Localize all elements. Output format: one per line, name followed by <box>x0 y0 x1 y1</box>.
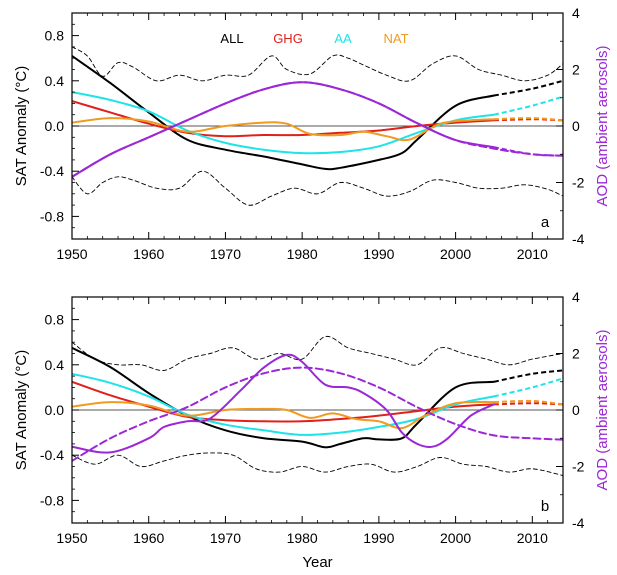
series-extension-aa <box>493 95 563 116</box>
plot-area <box>72 46 563 206</box>
series-line-ghg <box>72 380 495 423</box>
x-tick-label: 1980 <box>287 530 318 546</box>
series-line-aod <box>72 353 495 454</box>
y-tick-label: 0.4 <box>45 73 65 89</box>
x-tick-label: 1990 <box>363 530 394 546</box>
y-axis-title: SAT Anomaly (°C) <box>13 66 30 186</box>
series-line-lower-bound <box>72 452 563 476</box>
x-tick-label: 1970 <box>210 246 241 262</box>
series-extension-all <box>493 369 563 383</box>
plot-area <box>72 335 563 476</box>
series-extension-nat <box>493 399 563 406</box>
series-line-nat <box>72 400 495 430</box>
series-line-nat <box>72 117 495 142</box>
y-tick-label: 0.0 <box>45 402 65 418</box>
series-line-aod-dashed- <box>72 366 563 462</box>
y2-tick-label: -4 <box>572 231 585 247</box>
series-extension-ghg <box>493 118 563 122</box>
x-tick-label: 1960 <box>133 246 164 262</box>
series-line-aa <box>72 91 495 155</box>
series-extension-nat <box>493 117 563 122</box>
y-tick-label: -0.8 <box>40 208 64 224</box>
y2-tick-label: 4 <box>572 289 580 305</box>
x-tick-label: 2010 <box>517 530 548 546</box>
y2-tick-label: 2 <box>572 346 580 362</box>
y2-tick-label: 4 <box>572 5 580 21</box>
x-tick-label: 1950 <box>56 246 87 262</box>
y-tick-label: 0.0 <box>45 118 65 134</box>
series-extension-ghg <box>493 402 563 406</box>
series-line-all <box>72 346 495 449</box>
legend-entry: ALL <box>220 31 243 46</box>
x-tick-label: 1950 <box>56 530 87 546</box>
series-extension-aa <box>493 377 563 398</box>
y-tick-label: 0.8 <box>45 312 65 328</box>
y-tick-label: -0.8 <box>40 492 64 508</box>
series-line-lower-bound <box>72 170 563 206</box>
y2-tick-label: -4 <box>572 515 585 531</box>
chart-panel-b: 1950 1960 1970 1980 1990 2000 2010 -0.8 -0.4 0.0 0… <box>13 289 611 571</box>
series-line-upper-bound <box>72 335 563 371</box>
x-axis-title: Year <box>302 554 332 571</box>
y-axis-title: SAT Anomaly (°C) <box>13 350 30 470</box>
x-tick-label: 1980 <box>287 246 318 262</box>
x-tick-label: 2000 <box>440 530 471 546</box>
panel-label: a <box>541 214 550 231</box>
y2-tick-label: 0 <box>572 402 580 418</box>
x-tick-label: 2010 <box>517 246 548 262</box>
x-tick-label: 1960 <box>133 530 164 546</box>
y-tick-label: -0.4 <box>40 447 64 463</box>
y2-tick-label: 2 <box>572 62 580 78</box>
panel-label: b <box>541 498 549 515</box>
legend-entry: AA <box>334 31 352 46</box>
y-tick-label: 0.4 <box>45 357 65 373</box>
y2-tick-label: -2 <box>572 175 585 191</box>
x-tick-label: 1970 <box>210 530 241 546</box>
y-tick-label: -0.4 <box>40 163 64 179</box>
series-line-all <box>72 54 495 171</box>
legend-entry: GHG <box>273 31 303 46</box>
series-line-upper-bound <box>72 46 563 82</box>
series-line-aod-dashed- <box>72 81 563 178</box>
x-tick-label: 2000 <box>440 246 471 262</box>
chart-panel-a: 1950 1960 1970 1980 1990 2000 2010 -0.8 -0.4 0.0 0… <box>13 5 611 262</box>
y2-tick-label: -2 <box>572 459 585 475</box>
y-tick-label: 0.8 <box>45 28 65 44</box>
y2-axis-title: AOD (ambient aerosols) <box>594 46 611 207</box>
x-tick-label: 1990 <box>363 246 394 262</box>
series-extension-all <box>493 79 563 97</box>
legend-entry: NAT <box>383 31 408 46</box>
y2-axis-title: AOD (ambient aerosols) <box>594 330 611 491</box>
series-extension-aod <box>493 146 563 157</box>
y2-tick-label: 0 <box>572 118 580 134</box>
